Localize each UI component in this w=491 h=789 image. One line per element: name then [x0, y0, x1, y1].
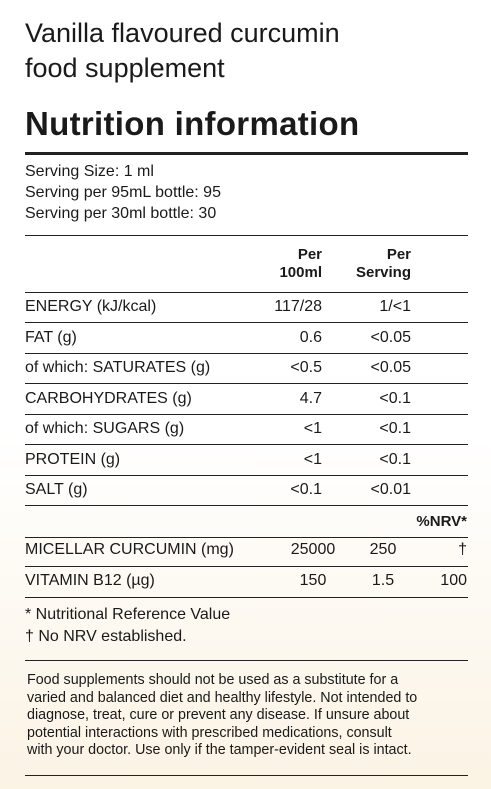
disclaimer-line: potential interactions with prescribed m…: [27, 724, 392, 741]
row-label: FAT (g): [25, 328, 77, 346]
cell: <0.05: [370, 328, 411, 346]
cell: <0.5: [290, 359, 322, 376]
heading: Nutrition information: [25, 105, 360, 142]
row-label: MICELLAR CURCUMIN (mg): [25, 541, 234, 558]
rule: [25, 537, 468, 538]
cell: <1: [303, 420, 322, 437]
disclaimer-line: varied and balanced diet and healthy lif…: [27, 689, 418, 706]
serving-line: Serving per 95mL bottle: 95: [25, 184, 221, 201]
column-header: 100ml: [279, 264, 322, 281]
cell: 1.5: [371, 572, 395, 589]
cell: 0.6: [299, 328, 322, 346]
row-label: ENERGY (kJ/kcal): [25, 298, 157, 315]
rule: [25, 566, 468, 567]
cell: <0.1: [379, 420, 411, 437]
title-line: Vanilla flavoured curcumin: [25, 18, 340, 48]
cell: <0.1: [290, 481, 322, 498]
row-label: CARBOHYDRATES (g): [25, 389, 192, 407]
rule: [25, 152, 468, 155]
rule: [25, 505, 468, 506]
rule: [25, 322, 468, 323]
column-header: Per: [386, 246, 411, 263]
row-label: of which: SATURATES (g): [25, 359, 211, 376]
title-line: food supplement: [25, 53, 225, 83]
rule: [25, 292, 468, 293]
rule: [25, 775, 468, 776]
footnote: * Nutritional Reference Value: [25, 606, 231, 623]
cell: 150: [299, 572, 327, 589]
cell: <0.01: [370, 481, 411, 498]
cell: <0.1: [379, 450, 411, 468]
rule: [25, 383, 468, 384]
cell: 1/<1: [379, 298, 411, 315]
cell: 25000: [290, 541, 336, 558]
rule: [25, 597, 468, 598]
footnote: † No NRV established.: [25, 628, 187, 645]
serving-line: Serving per 30ml bottle: 30: [25, 205, 217, 222]
disclaimer-line: diagnose, treat, cure or prevent any dis…: [27, 707, 410, 723]
cell: <0.05: [370, 359, 411, 376]
row-label: of which: SUGARS (g): [25, 420, 185, 437]
row-label: SALT (g): [25, 481, 88, 498]
cell: <1: [303, 450, 322, 468]
row-label: PROTEIN (g): [25, 450, 121, 468]
disclaimer-line: Food supplements should not be used as a…: [27, 672, 399, 688]
serving-line: Serving Size: 1 ml: [25, 163, 154, 180]
cell: <0.1: [379, 389, 411, 407]
cell: 100: [440, 572, 467, 589]
rule: [25, 474, 468, 476]
row-label: VITAMIN B12 (µg): [25, 572, 155, 589]
column-header: Serving: [355, 264, 411, 281]
cell: †: [458, 541, 467, 558]
cell: 117/28: [274, 298, 322, 315]
rule: [25, 235, 468, 236]
cell: 4.7: [299, 389, 322, 407]
column-header: %NRV*: [416, 513, 467, 530]
rule: [25, 352, 468, 354]
rule: [25, 413, 468, 415]
rule: [25, 444, 468, 445]
cell: 250: [369, 541, 397, 558]
column-header: Per: [297, 246, 322, 263]
rule: [25, 660, 468, 661]
disclaimer-line: with your doctor. Use only if the tamper…: [27, 742, 412, 758]
